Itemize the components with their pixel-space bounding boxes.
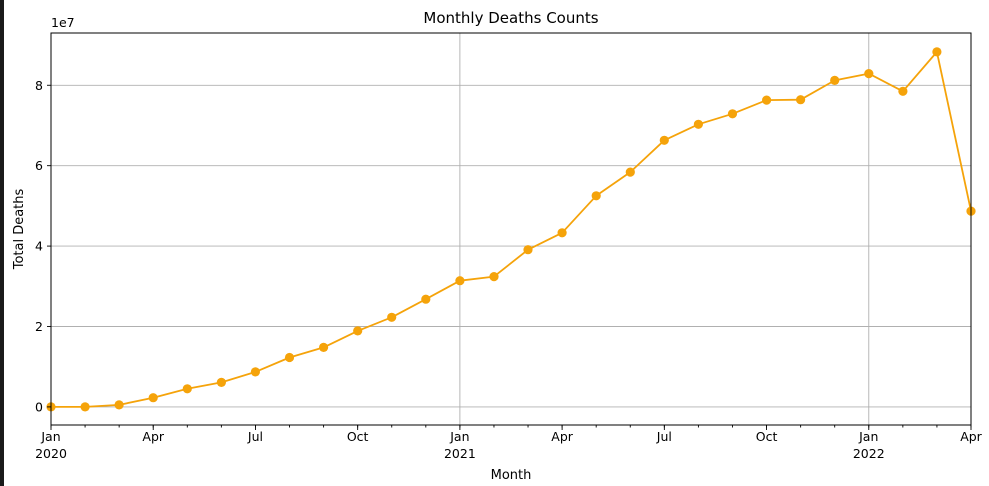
window-edge [0, 0, 4, 486]
x-tick-label: Oct [347, 429, 369, 444]
data-point [148, 393, 158, 403]
plot-area-frame [50, 32, 972, 426]
x-tick-label: Jan [449, 429, 469, 444]
data-point [455, 276, 465, 286]
data-point [387, 312, 397, 322]
data-point [932, 47, 942, 57]
x-axis-label: Month [491, 468, 532, 483]
x-tick-label: Jul [247, 429, 263, 444]
data-point [284, 352, 295, 363]
series-line [51, 51, 972, 408]
y-tick-label: 4 [35, 239, 43, 254]
data-point [114, 400, 124, 410]
x-tick-label: Apr [960, 429, 982, 444]
x-tick-year-label: 2021 [444, 446, 476, 461]
x-tick-label: Jan [858, 429, 878, 444]
data-point [830, 75, 840, 85]
data-point [353, 326, 363, 336]
grid-lines [51, 33, 971, 425]
x-tick-label: Apr [551, 429, 573, 444]
x-tick-label: Jan [40, 429, 60, 444]
x-tick-label: Jul [656, 429, 672, 444]
x-axis-ticks: Jan 2020 Apr Jul Oct Jan 2021 Apr Jul Oct Jan 2022 A… [35, 425, 983, 461]
data-point [421, 294, 431, 304]
y-tick-label: 6 [35, 158, 43, 173]
data-point [319, 342, 329, 352]
data-point [693, 119, 704, 129]
data-point [80, 402, 90, 412]
data-point [182, 384, 192, 394]
data-point [557, 228, 567, 238]
data-point [898, 86, 908, 96]
y-tick-label: 8 [35, 78, 43, 93]
data-point [625, 167, 635, 177]
data-point [489, 272, 499, 282]
data-point [864, 69, 874, 79]
y-tick-label: 0 [35, 399, 43, 414]
y-axis-label: Total Deaths [12, 188, 27, 270]
data-point [796, 95, 806, 105]
y-axis-ticks: 0 2 4 6 8 [35, 78, 51, 414]
data-points [46, 47, 976, 412]
y-tick-label: 2 [35, 319, 43, 334]
data-point [727, 109, 738, 119]
y-axis-offset-label: 1e7 [51, 15, 75, 30]
data-point [250, 367, 260, 377]
data-point [591, 191, 601, 201]
x-tick-label: Oct [756, 429, 778, 444]
x-tick-year-label: 2020 [35, 446, 67, 461]
x-tick-label: Apr [142, 429, 164, 444]
data-point [659, 135, 669, 145]
chart-title: Monthly Deaths Counts [423, 9, 598, 27]
data-point [762, 95, 772, 105]
x-tick-year-label: 2022 [853, 446, 885, 461]
data-point [216, 377, 226, 387]
series-line-layer [51, 51, 972, 408]
data-point [523, 245, 533, 255]
